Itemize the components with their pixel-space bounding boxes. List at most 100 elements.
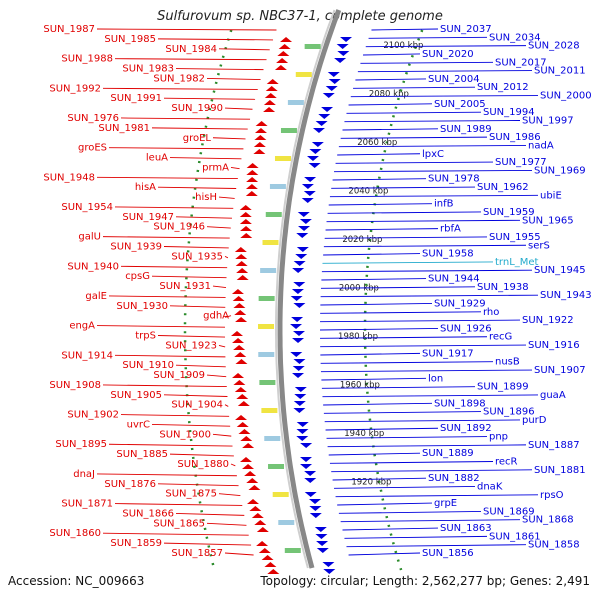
forward-gene-arrow: [293, 359, 306, 364]
forward-gene-arrow: [312, 128, 325, 133]
reverse-gene-arrow: [240, 436, 253, 441]
feature-block: [262, 240, 279, 245]
gene-label: SUN_1983: [122, 64, 174, 75]
gene-label: serS: [528, 240, 550, 251]
gene-label: SUN_1881: [534, 465, 586, 476]
genome-summary: Topology: circular; Length: 2,562,277 bp…: [259, 574, 590, 588]
leader-line: [348, 103, 433, 106]
reverse-gene-arrow: [246, 478, 259, 483]
reverse-gene-arrow: [263, 107, 276, 112]
gene-label: infB: [434, 199, 454, 210]
gene-label: SUN_1899: [477, 382, 529, 393]
gene-label: SUN_2012: [477, 82, 529, 93]
leader-line: [212, 285, 227, 288]
reverse-gene-arrow: [254, 520, 267, 525]
leader-line: [206, 522, 247, 526]
gene-label: uvrC: [127, 419, 150, 430]
gene-label: SUN_1856: [422, 548, 474, 559]
gene-label: SUN_1929: [434, 298, 486, 309]
leader-line: [163, 97, 256, 100]
leader-line: [329, 461, 494, 464]
gene-label: dnaJ: [73, 469, 95, 480]
forward-gene-arrow: [292, 366, 305, 371]
forward-gene-arrow: [309, 513, 322, 518]
forward-gene-arrow: [293, 282, 306, 287]
leader-line: [320, 344, 527, 348]
gene-label: SUN_1908: [49, 380, 101, 391]
gene-label: SUN_1857: [171, 548, 223, 559]
forward-gene-arrow: [327, 72, 340, 77]
reverse-gene-arrow: [233, 345, 246, 350]
leader-line: [169, 453, 234, 457]
leader-line: [325, 228, 439, 231]
gene-label: SUN_1905: [110, 390, 162, 401]
leader-line: [102, 236, 230, 239]
leader-line: [218, 196, 235, 199]
gene-label: trpS: [135, 330, 156, 341]
gene-label: rho: [483, 307, 499, 318]
forward-gene-arrow: [336, 44, 349, 49]
forward-gene-arrow: [296, 422, 309, 427]
gene-label: SUN_1887: [528, 440, 580, 451]
leader-line: [320, 369, 533, 373]
gene-label: hisH: [195, 192, 217, 203]
gene-label: gdhA: [203, 311, 229, 322]
gene-label: guaA: [540, 390, 566, 401]
leader-line: [320, 286, 476, 289]
leader-line: [212, 137, 246, 140]
reverse-gene-arrow: [235, 359, 248, 364]
reverse-gene-arrow: [232, 296, 245, 301]
gene-label: SUN_1926: [440, 323, 492, 334]
forward-gene-arrow: [304, 478, 317, 483]
gene-label: prmA: [202, 162, 229, 173]
reverse-gene-arrow: [266, 79, 279, 84]
leader-line: [328, 203, 433, 206]
feature-block: [278, 520, 295, 525]
reverse-gene-arrow: [254, 135, 267, 140]
gene-label: SUN_1935: [171, 251, 223, 262]
leader-line: [96, 176, 238, 180]
reverse-gene-arrow: [246, 177, 259, 182]
leader-line: [224, 404, 229, 407]
forward-gene-arrow: [290, 324, 303, 329]
leader-line: [114, 354, 226, 358]
reverse-gene-arrow: [235, 254, 248, 259]
forward-gene-arrow: [316, 548, 329, 553]
gene-label: SUN_1943: [540, 290, 592, 301]
forward-gene-arrow: [301, 198, 314, 203]
gene-label: cpsG: [125, 271, 150, 282]
gene-label: galE: [85, 291, 107, 302]
feature-block: [284, 548, 301, 553]
leader-line: [224, 552, 254, 556]
reverse-gene-arrow: [235, 317, 248, 322]
leader-line: [102, 532, 249, 536]
reverse-gene-arrow: [240, 233, 253, 238]
gene-label: SUN_2004: [428, 74, 480, 85]
leader-line: [371, 28, 439, 31]
gene-label: SUN_1997: [522, 115, 574, 126]
leader-line: [357, 70, 533, 73]
gene-label: lpxC: [422, 149, 444, 160]
gene-label: rpsO: [540, 490, 564, 501]
kbp-label: 1980 kbp: [338, 332, 378, 342]
forward-gene-arrow: [309, 506, 322, 511]
gene-label: SUN_1895: [55, 439, 107, 450]
reverse-gene-arrow: [258, 548, 271, 553]
gene-label: SUN_1889: [422, 448, 474, 459]
backbone-highlight: [275, 9, 336, 569]
gene-label: grpE: [434, 498, 457, 509]
leader-line: [175, 216, 232, 219]
gene-label: SUN_1994: [483, 107, 535, 118]
forward-gene-arrow: [293, 261, 306, 266]
reverse-gene-arrow: [231, 331, 244, 336]
forward-gene-arrow: [291, 289, 304, 294]
reverse-gene-arrow: [233, 380, 246, 385]
leader-line: [319, 327, 439, 331]
reverse-gene-arrow: [234, 310, 247, 315]
gene-label: SUN_1863: [440, 523, 492, 534]
forward-gene-arrow: [308, 163, 321, 168]
leader-line: [323, 244, 527, 248]
kbp-label: 2060 kbp: [357, 138, 397, 148]
gene-label: SUN_1959: [483, 207, 535, 218]
gene-label: ubiE: [540, 190, 562, 201]
